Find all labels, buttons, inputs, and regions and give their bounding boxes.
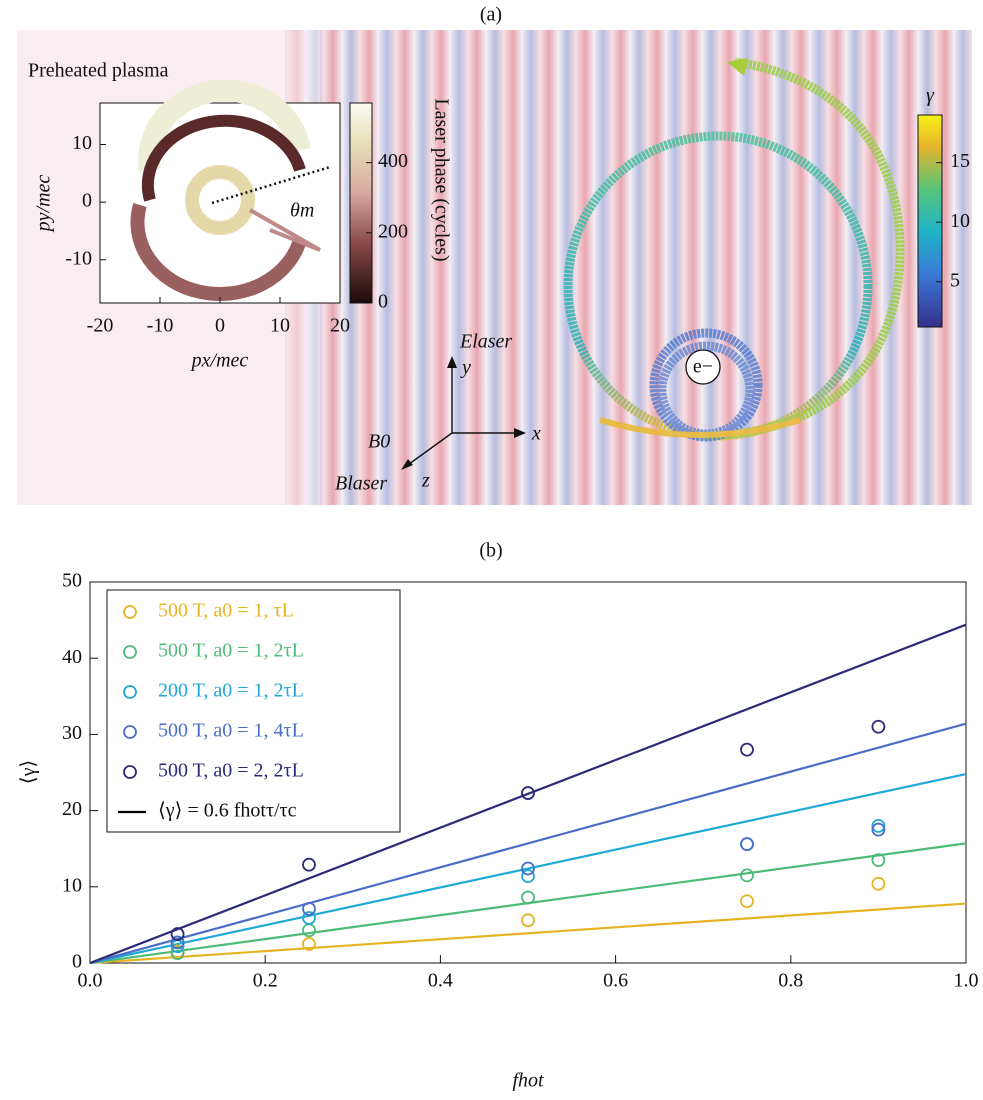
colorbar-tick-label: 400 [378,150,408,172]
legend-marker [123,725,137,739]
data-point [302,937,316,951]
legend [106,589,401,833]
x-tick-label: -10 [147,315,174,337]
chart-title: (b) [479,540,502,562]
phase-colorbar [349,102,373,304]
x-tick-label: 20 [330,315,350,337]
data-point [740,837,754,852]
axis-x-label: x [531,423,541,445]
region-label: Preheated plasma [28,60,169,82]
electron-label: e− [693,356,713,378]
fit-line [89,772,967,965]
axis-y-label: y [460,357,471,379]
blaser-label: Blaser [335,473,387,495]
legend-marker [123,605,137,619]
data-point [170,935,185,950]
x-axis-label: px/mec [190,350,249,372]
data-point [871,822,886,837]
legend-marker [123,645,137,659]
y-tick-label: -10 [65,247,92,269]
data-point [871,876,886,891]
colorbar-tick-label: 10 [950,210,970,232]
field-label: Elaser [459,331,512,353]
data-point [521,913,535,928]
colorbar-tick-label: 5 [950,269,960,291]
x-tick-label: 0.2 [253,970,278,992]
legend-label: 500 T, a0 = 1, τL [158,600,294,622]
colorbar-tick-label: 0 [378,291,388,313]
x-axis-label: fhot [512,1070,544,1092]
panel-title: (a) [480,4,502,26]
data-point [302,901,316,916]
axes-arrowheads [401,356,526,470]
data-point [871,719,886,734]
fit-line [89,623,967,965]
y-tick-label: 10 [72,132,92,154]
x-tick-label: 0.0 [78,970,103,992]
legend-label: 200 T, a0 = 1, 2τL [158,680,304,702]
x-tick-label: 1.0 [954,970,979,992]
colorbar-tick-label: 200 [378,220,408,242]
colorbar-label: Laser phase (cycles) [430,98,452,261]
data-point [302,857,316,872]
inset-distribution [130,79,331,301]
b0-label: B0 [368,431,390,453]
data-point [871,818,886,833]
x-tick-label: 0.6 [603,970,628,992]
legend-label: 500 T, a0 = 2, 2τL [158,760,304,782]
data-point [871,853,886,868]
data-point [521,869,535,884]
axis-z-label: z [421,470,430,492]
y-tick-label: 40 [62,646,82,668]
data-point [170,946,185,960]
data-point [521,861,535,876]
data-point [170,927,185,941]
fit-line [89,902,967,965]
legend-label: ⟨γ⟩ = 0.6 fhotτ/τc [158,800,297,822]
x-tick-label: 10 [270,315,290,337]
legend-label: 500 T, a0 = 1, 4τL [158,720,304,742]
legend-marker [123,765,137,779]
data-point [740,868,754,883]
y-tick-label: 10 [62,874,82,896]
x-tick-label: 0.8 [778,970,803,992]
annotation: θm [290,200,314,222]
data-point [302,911,316,925]
colorbar-tick-label: 15 [950,150,970,172]
y-axis-label: ⟨γ⟩ [18,760,40,784]
x-tick-label: -20 [87,315,114,337]
y-tick-label: 30 [62,722,82,744]
gamma-colorbar [917,114,943,328]
y-tick-label: 0 [72,951,82,973]
x-tick-label: 0.4 [428,970,453,992]
y-tick-label: 50 [62,570,82,592]
x-tick-label: 0 [215,315,225,337]
legend-marker [123,685,137,699]
electron [685,349,721,385]
fit-line [89,722,967,965]
data-point [521,786,535,800]
y-tick-label: 20 [62,798,82,820]
y-axis-label: py/mec [33,175,55,234]
legend-label: 500 T, a0 = 1, 2τL [158,640,304,662]
axes-triad [404,360,520,468]
y-tick-label: 0 [82,190,92,212]
trajectory [563,57,905,442]
data-point [740,742,754,757]
data-point [521,890,535,905]
data-point [740,894,754,909]
gamma-colorbar-label: γ [926,85,935,107]
trajectory-arrow [727,58,748,76]
